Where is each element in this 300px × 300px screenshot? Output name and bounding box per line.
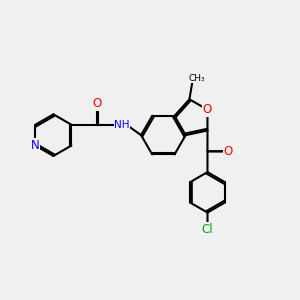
Text: CH₃: CH₃ [189,74,205,83]
Text: NH: NH [114,120,130,130]
Text: N: N [31,139,40,152]
Text: O: O [224,145,233,158]
Text: O: O [203,103,212,116]
Text: Cl: Cl [202,223,213,236]
Text: O: O [92,98,101,110]
